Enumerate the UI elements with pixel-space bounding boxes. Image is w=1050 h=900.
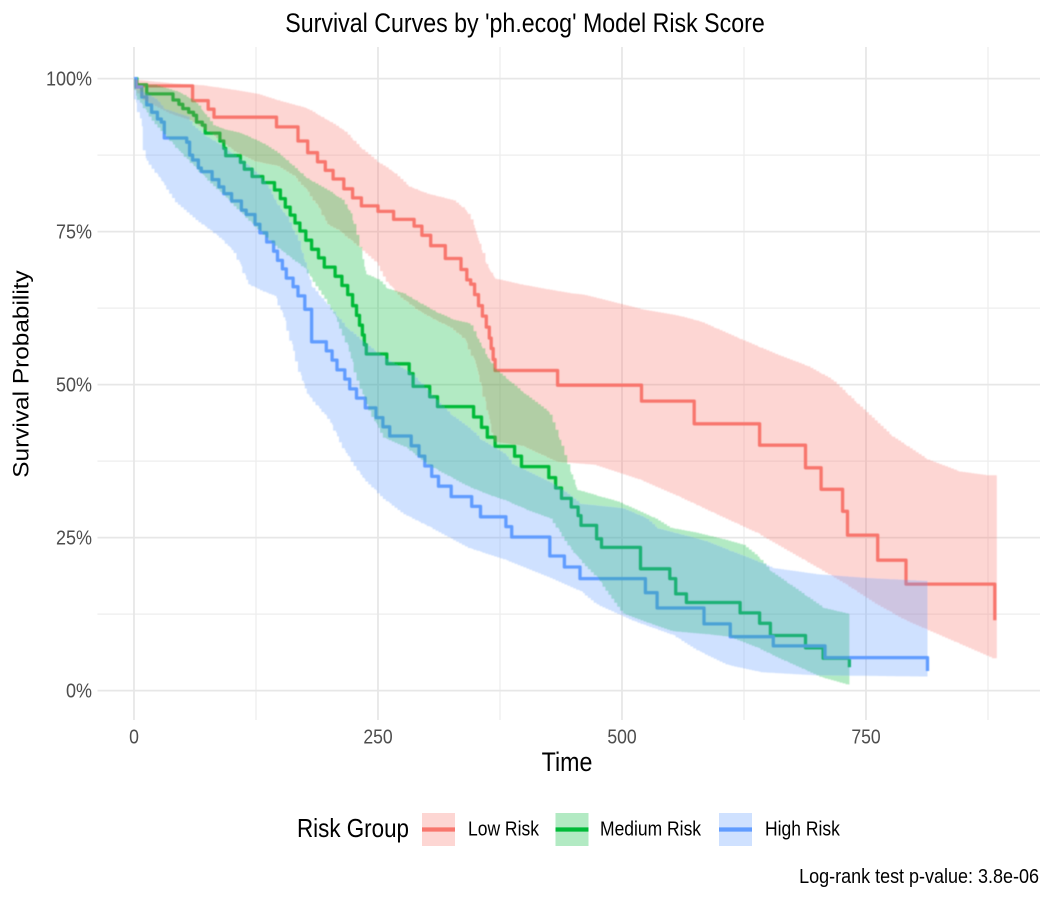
svg-text:Medium Risk: Medium Risk [600, 817, 702, 839]
svg-text:Time: Time [542, 748, 593, 778]
svg-text:Low Risk: Low Risk [468, 817, 539, 839]
svg-text:100%: 100% [46, 67, 92, 90]
svg-text:Risk Group: Risk Group [297, 815, 409, 844]
svg-text:50%: 50% [56, 373, 92, 396]
svg-text:250: 250 [363, 726, 392, 748]
svg-text:0: 0 [129, 726, 139, 748]
svg-text:High Risk: High Risk [765, 817, 840, 839]
svg-text:750: 750 [851, 726, 880, 748]
svg-text:500: 500 [607, 726, 636, 748]
svg-text:0%: 0% [66, 679, 92, 702]
svg-text:Survival Probability: Survival Probability [9, 270, 33, 478]
svg-text:75%: 75% [56, 220, 92, 243]
svg-text:Log-rank test p-value: 3.8e-06: Log-rank test p-value: 3.8e-06 [799, 865, 1039, 888]
svg-text:25%: 25% [56, 526, 92, 549]
svg-text:Survival Curves by 'ph.ecog' M: Survival Curves by 'ph.ecog' Model Risk … [285, 8, 764, 38]
